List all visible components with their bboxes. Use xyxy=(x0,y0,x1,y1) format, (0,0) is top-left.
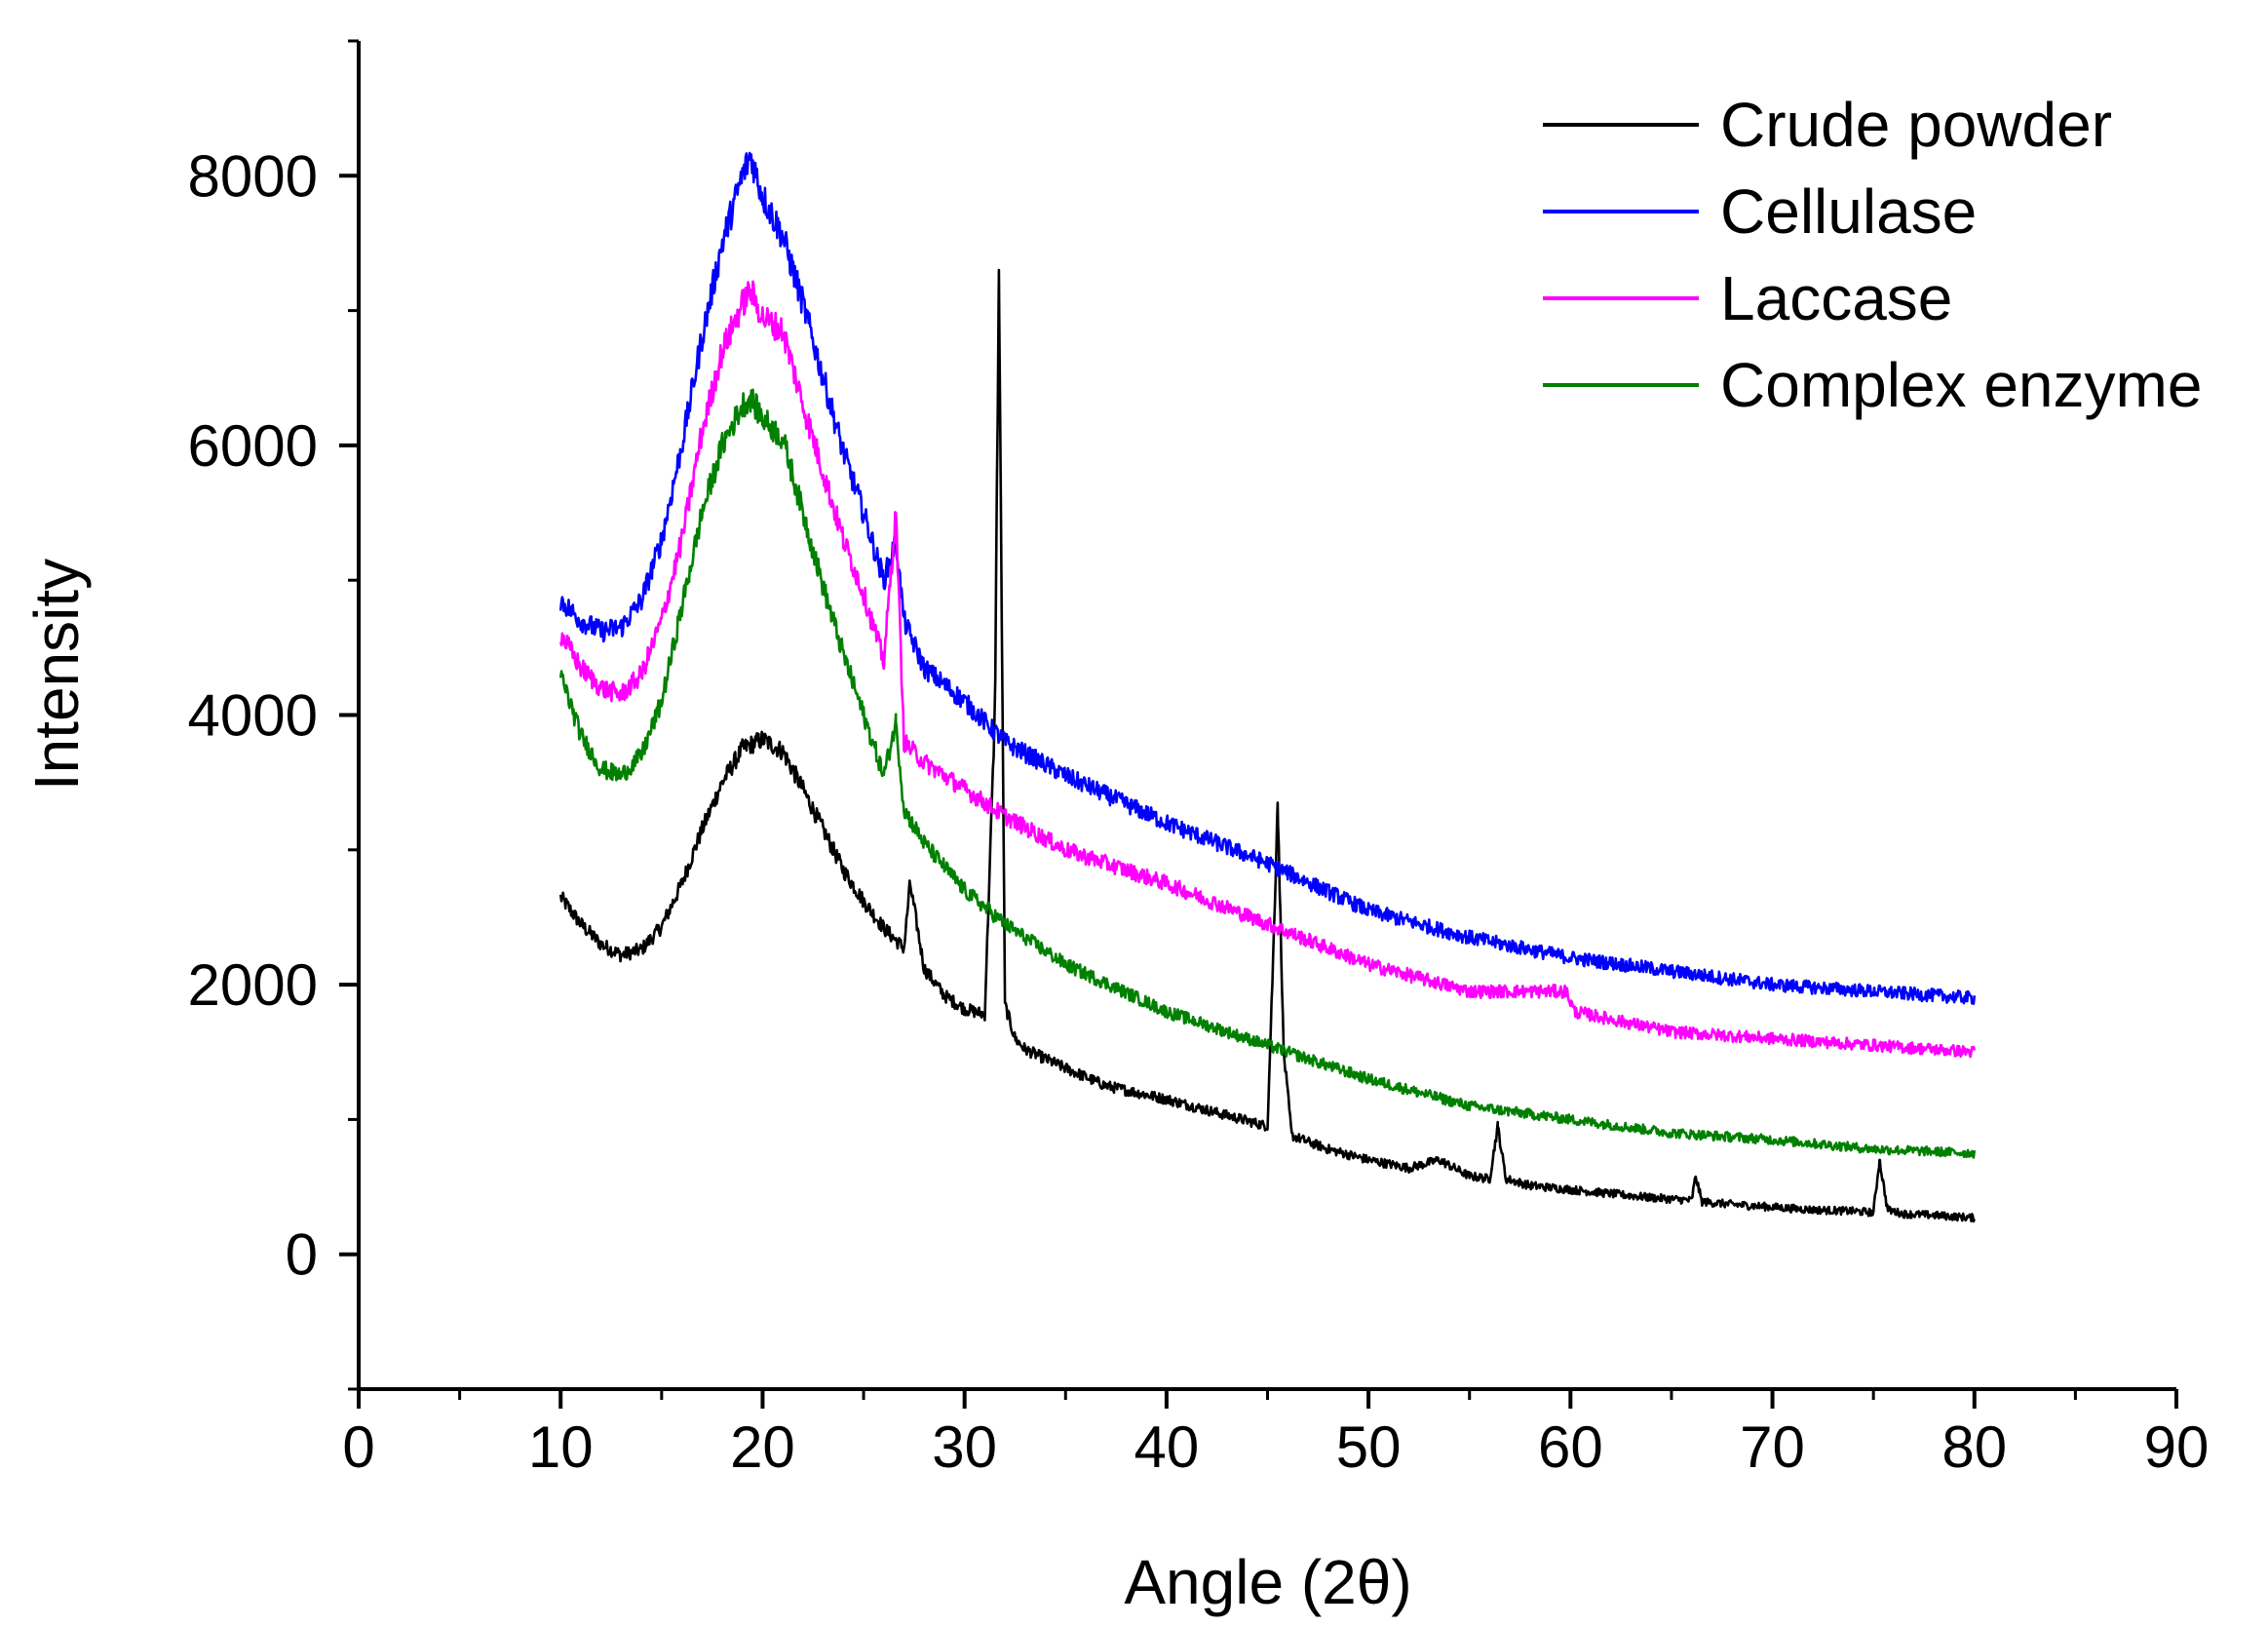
x-tick-label: 60 xyxy=(1538,1414,1603,1480)
y-tick-label: 0 xyxy=(286,1222,318,1288)
legend-label: Cellulase xyxy=(1720,176,1977,247)
x-tick-label: 10 xyxy=(528,1414,594,1480)
y-tick-label: 8000 xyxy=(188,143,318,209)
legend-label: Crude powder xyxy=(1720,90,2112,160)
tick-layer: 0 10 20 30 40 50 60 70 80 90 0 2000 4000 6000 8000 xyxy=(188,39,2210,1480)
x-tick-label: 70 xyxy=(1740,1414,1805,1480)
series-line-laccase xyxy=(558,280,1977,1059)
legend-label: Complex enzyme xyxy=(1720,350,2202,420)
x-tick-label: 20 xyxy=(730,1414,795,1480)
x-tick-label: 80 xyxy=(1941,1414,2007,1480)
y-axis-title: Intensity xyxy=(21,559,92,791)
x-tick-label: 30 xyxy=(932,1414,997,1480)
y-tick-label: 4000 xyxy=(188,683,318,749)
series-line-cellulase xyxy=(558,151,1977,1005)
legend-label: Laccase xyxy=(1720,263,1952,333)
x-axis-title: Angle (2θ) xyxy=(1124,1547,1411,1617)
x-tick-label: 40 xyxy=(1134,1414,1200,1480)
x-tick-label: 50 xyxy=(1336,1414,1402,1480)
series-line-complex-enzyme xyxy=(558,388,1977,1159)
y-tick-label: 6000 xyxy=(188,413,318,479)
x-tick-label: 90 xyxy=(2144,1414,2210,1480)
series-line-crude-powder xyxy=(558,268,1977,1223)
y-tick-label: 2000 xyxy=(188,952,318,1018)
x-tick-label: 0 xyxy=(342,1414,374,1480)
series-layer xyxy=(558,151,1977,1223)
legend: Crude powder Cellulase Laccase Complex enzy… xyxy=(1543,90,2202,420)
